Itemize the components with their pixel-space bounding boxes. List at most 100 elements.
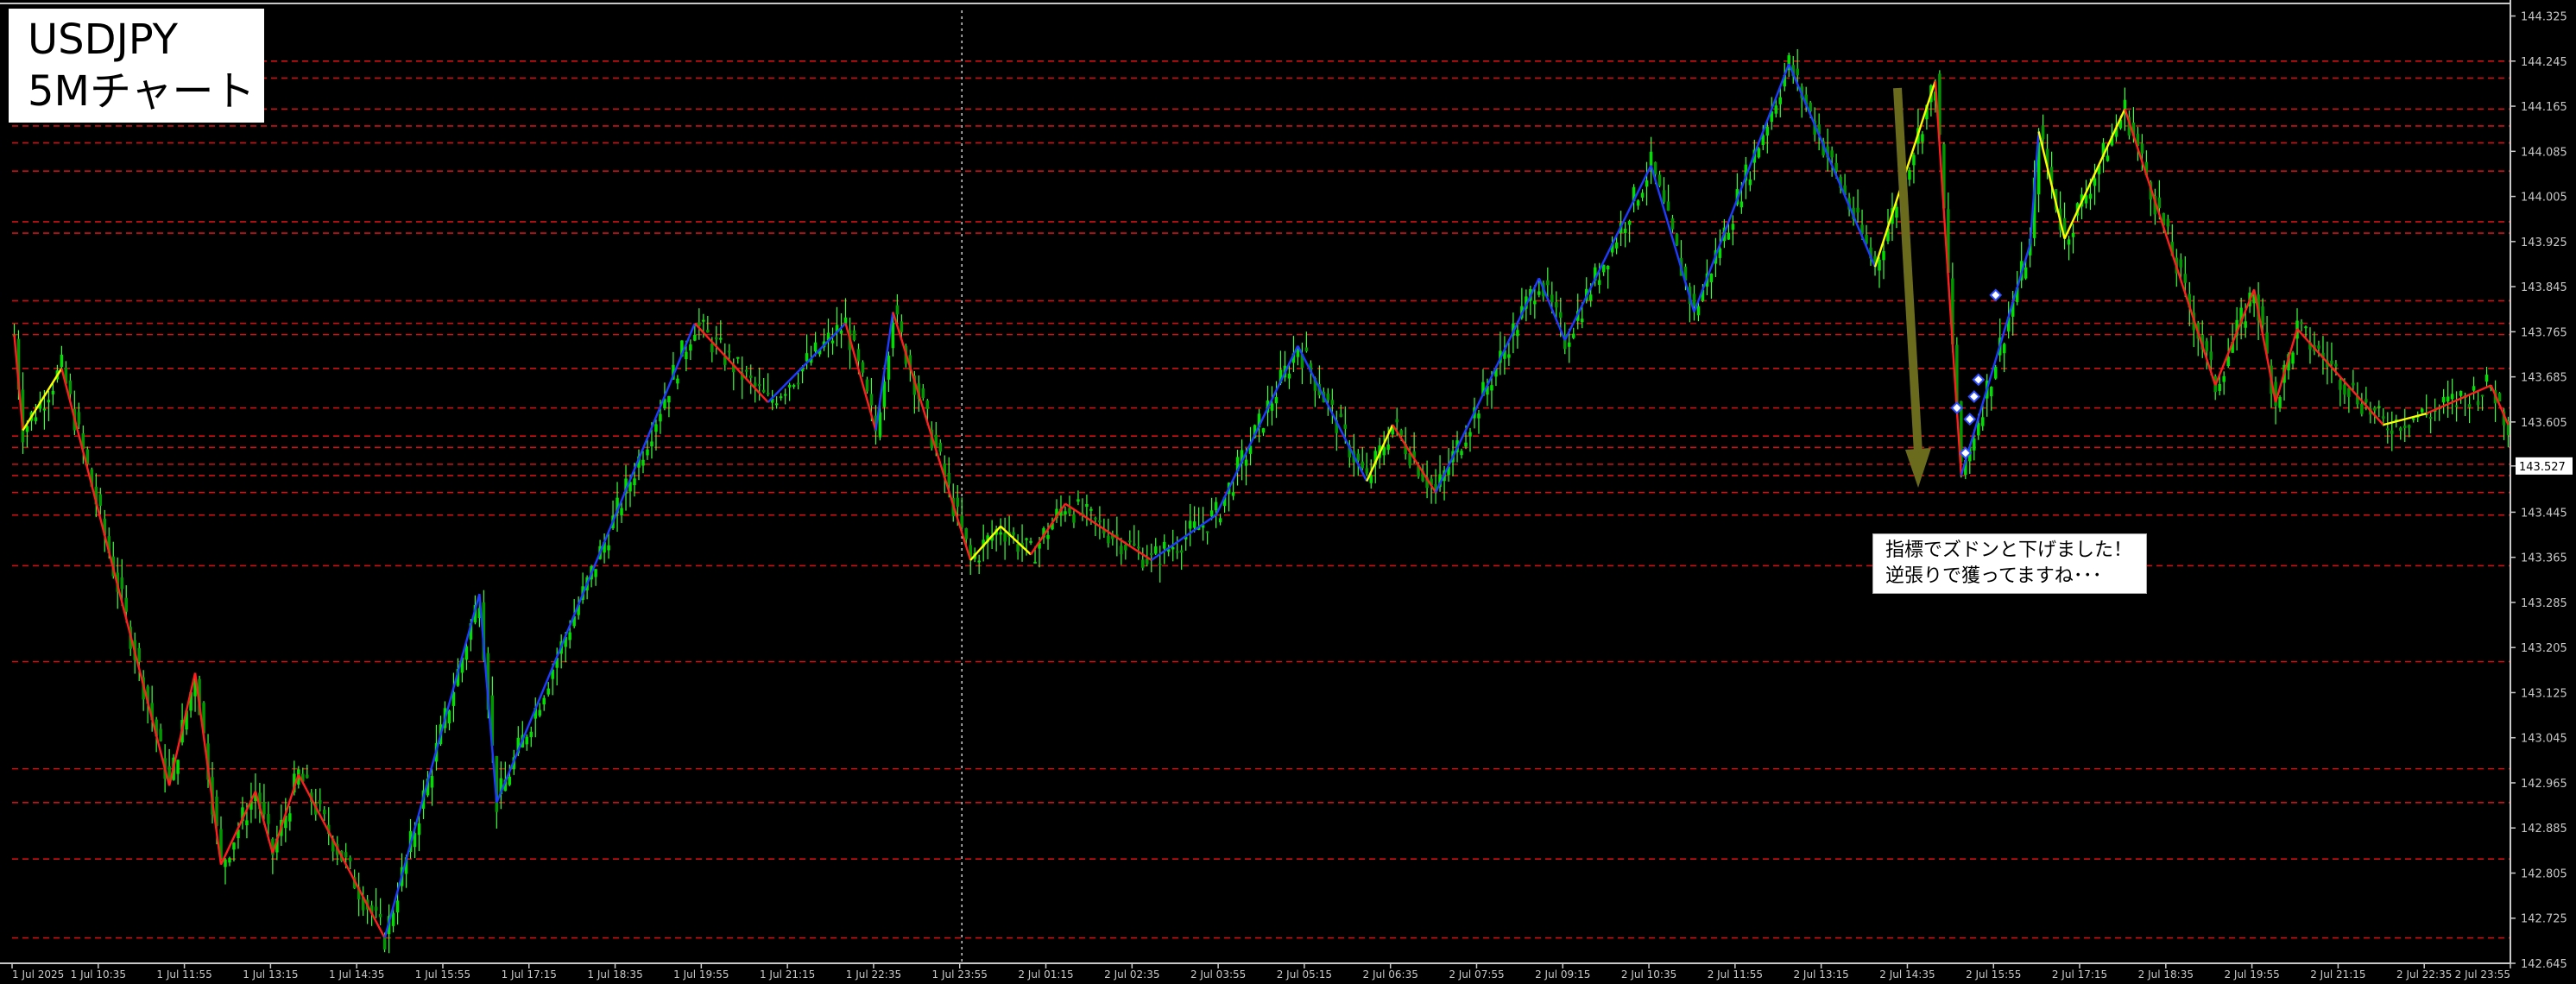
candle-body bbox=[2317, 345, 2320, 349]
candle-body bbox=[555, 658, 559, 668]
zigzag-segment bbox=[1366, 424, 1394, 482]
y-tick-label: 143.445 bbox=[2521, 507, 2567, 520]
candle-body bbox=[1951, 278, 1954, 344]
signal-diamond-icon bbox=[1972, 373, 1986, 387]
zigzag-segment bbox=[1215, 345, 1299, 516]
y-tick-label: 142.645 bbox=[2521, 958, 2567, 971]
candle-body bbox=[456, 668, 460, 686]
candle-body bbox=[1335, 419, 1339, 433]
candle-body bbox=[2428, 417, 2433, 419]
candle-body bbox=[1382, 447, 1386, 456]
candle-body bbox=[331, 838, 335, 852]
candle-body bbox=[1279, 369, 1283, 384]
support-resistance-levels bbox=[12, 60, 2510, 939]
candle-body bbox=[654, 424, 658, 432]
candle-body bbox=[382, 937, 387, 950]
candle-body bbox=[1990, 387, 1993, 397]
candle-body bbox=[1171, 546, 1175, 550]
y-tick-label: 144.005 bbox=[2521, 192, 2567, 205]
candle-body bbox=[219, 829, 223, 859]
candle-body bbox=[2200, 335, 2204, 350]
candle-body bbox=[1042, 527, 1045, 538]
candle-body bbox=[964, 527, 968, 539]
candle-body bbox=[1291, 353, 1296, 363]
candle-body bbox=[1421, 470, 1424, 482]
candle-body bbox=[882, 382, 887, 407]
candle-body bbox=[499, 778, 503, 795]
candle-body bbox=[2308, 342, 2312, 350]
candle-body bbox=[977, 560, 981, 563]
candle-body bbox=[1537, 291, 1541, 295]
candle-body bbox=[2222, 375, 2226, 382]
candle-body bbox=[1550, 294, 1554, 303]
candle-body bbox=[616, 497, 619, 514]
zigzag-segment bbox=[2252, 289, 2277, 403]
candle-body bbox=[2123, 99, 2127, 113]
zigzag-segment bbox=[1297, 345, 1368, 483]
zigzag-segment bbox=[1960, 243, 2031, 476]
x-tick-label: 2 Jul 23:55 bbox=[2455, 968, 2510, 981]
x-tick-label: 2 Jul 17:15 bbox=[2052, 968, 2107, 981]
candle-body bbox=[369, 905, 374, 914]
candle-body bbox=[1860, 224, 1864, 235]
candle-body bbox=[1938, 73, 1941, 136]
candle-body bbox=[1343, 424, 1348, 429]
candle-body bbox=[878, 412, 882, 438]
candle-body bbox=[1739, 201, 1744, 208]
candle-body bbox=[2360, 403, 2364, 414]
candle-body bbox=[1657, 174, 1662, 186]
candle-body bbox=[1627, 220, 1632, 225]
candle-body bbox=[2170, 242, 2175, 256]
candle-body bbox=[2011, 302, 2015, 317]
candle-body bbox=[1869, 247, 1872, 259]
candle-body bbox=[2006, 317, 2011, 331]
candle-body bbox=[1162, 541, 1166, 549]
y-tick-label: 143.685 bbox=[2521, 372, 2567, 385]
candle-body bbox=[245, 820, 249, 826]
candle-body bbox=[887, 356, 891, 380]
candle-body bbox=[1653, 161, 1657, 175]
y-tick-label: 143.125 bbox=[2521, 687, 2567, 700]
candle-body bbox=[2209, 351, 2213, 360]
candle-body bbox=[155, 719, 158, 737]
candle-body bbox=[736, 356, 740, 359]
candle-body bbox=[1386, 444, 1390, 451]
candle-body bbox=[1068, 508, 1071, 514]
candle-body bbox=[982, 539, 985, 547]
candle-body bbox=[232, 842, 236, 850]
candle-body bbox=[856, 349, 861, 362]
candle-body bbox=[447, 710, 451, 724]
candle-body bbox=[956, 497, 959, 507]
candle-body bbox=[1555, 301, 1558, 308]
candle-body bbox=[1330, 400, 1335, 405]
candle-body bbox=[943, 463, 947, 477]
candle-body bbox=[2484, 375, 2489, 382]
zigzag-segment bbox=[1537, 277, 1566, 341]
candle-body bbox=[990, 535, 994, 541]
zigzag-segment bbox=[767, 322, 847, 403]
candle-body bbox=[81, 433, 85, 450]
candle-body bbox=[1683, 266, 1688, 281]
candle-body bbox=[2062, 218, 2067, 235]
candle-body bbox=[770, 398, 774, 403]
candle-body bbox=[1701, 289, 1705, 301]
candle-body bbox=[284, 815, 287, 829]
candle-body bbox=[818, 350, 822, 355]
zigzag-segment bbox=[13, 334, 24, 431]
candle-body bbox=[2140, 143, 2144, 154]
candle-body bbox=[124, 597, 128, 612]
candle-body bbox=[2226, 356, 2230, 367]
candle-body bbox=[538, 710, 541, 716]
x-tick-label: 2 Jul 06:35 bbox=[1363, 968, 1418, 981]
candle-body bbox=[1675, 234, 1679, 246]
candle-body bbox=[1813, 120, 1816, 135]
candle-body bbox=[999, 532, 1002, 535]
candle-body bbox=[1623, 229, 1627, 234]
candle-body bbox=[805, 353, 809, 362]
candle-body bbox=[787, 384, 792, 388]
candle-body bbox=[198, 678, 201, 716]
y-tick-label: 142.805 bbox=[2521, 867, 2567, 880]
